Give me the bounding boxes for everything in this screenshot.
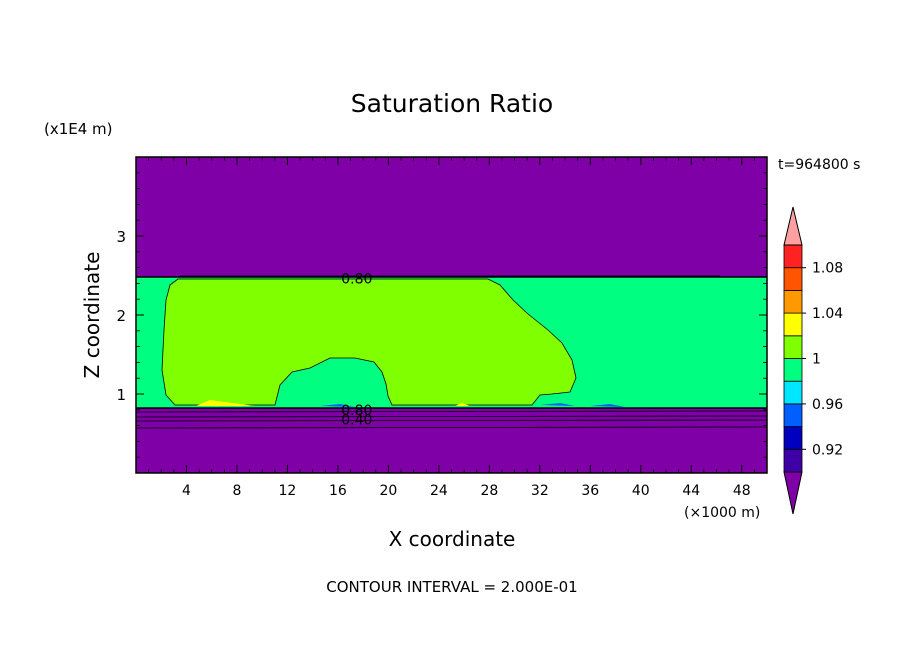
contour-label: 0.80	[341, 403, 372, 419]
colorbar-box	[783, 380, 803, 405]
x-unit-label: (×1000 m)	[684, 505, 760, 521]
chart-title: Saturation Ratio	[351, 89, 553, 118]
contour-field	[135, 157, 768, 473]
x-tick-label: 32	[531, 483, 549, 499]
x-tick-label: 40	[632, 483, 650, 499]
contour-line-c	[135, 426, 768, 429]
colorbar-box	[783, 403, 803, 427]
contour-lines	[135, 275, 768, 429]
contour-line-040	[135, 419, 768, 422]
x-tick-label: 4	[182, 483, 191, 499]
x-axis-label: X coordinate	[389, 527, 516, 551]
cloud-yellow-patch	[196, 400, 255, 406]
x-tick-label: 44	[682, 483, 700, 499]
x-tick-label: 8	[232, 483, 241, 499]
x-tick-label: 24	[430, 483, 448, 499]
lower-dry-region	[136, 408, 767, 473]
colorbar-box	[783, 289, 803, 314]
contour-interval-footer: CONTOUR INTERVAL = 2.000E-01	[326, 578, 577, 596]
y-tick-label: 3	[116, 228, 126, 246]
x-tick-label: 48	[733, 483, 751, 499]
colorbar-label: 1	[812, 352, 821, 368]
colorbar-label: 0.92	[812, 442, 843, 458]
colorbar-box	[783, 267, 803, 291]
cloud-yellow-patch-2	[455, 403, 470, 406]
colorbar-label: 1.08	[812, 261, 843, 277]
contour-line-b	[135, 415, 768, 418]
y-tick-label: 2	[116, 307, 126, 325]
colorbar-box	[783, 335, 803, 359]
colorbar-box	[783, 312, 803, 337]
x-tick-label: 28	[480, 483, 498, 499]
colorbar-top-triangle	[783, 206, 803, 246]
colorbar: 0.92 0.96 1 1.04 1.08	[783, 206, 843, 515]
colorbar-label: 0.96	[812, 397, 843, 413]
colorbar-box	[783, 426, 803, 450]
colorbar-box	[783, 244, 803, 269]
x-tick-label: 12	[279, 483, 297, 499]
y-unit-label: (x1E4 m)	[44, 120, 113, 138]
contour-label: 0.80	[341, 272, 372, 288]
y-axis-label: Z coordinate	[80, 252, 104, 379]
y-tick-label: 1	[116, 386, 126, 404]
upper-dry-region	[136, 157, 767, 277]
contour-label: 0.40	[341, 412, 372, 428]
colorbar-bottom-triangle	[783, 471, 803, 515]
time-label: t=964800 s	[778, 157, 860, 173]
colorbar-label: 1.04	[812, 306, 843, 322]
x-tick-label: 36	[581, 483, 599, 499]
x-tick-label: 20	[379, 483, 397, 499]
colorbar-box	[783, 358, 803, 382]
blue-speckle	[320, 403, 625, 407]
cloud-region	[161, 278, 577, 406]
x-tick-label: 16	[329, 483, 347, 499]
colorbar-box	[783, 448, 803, 473]
contour-line-a	[135, 410, 768, 413]
